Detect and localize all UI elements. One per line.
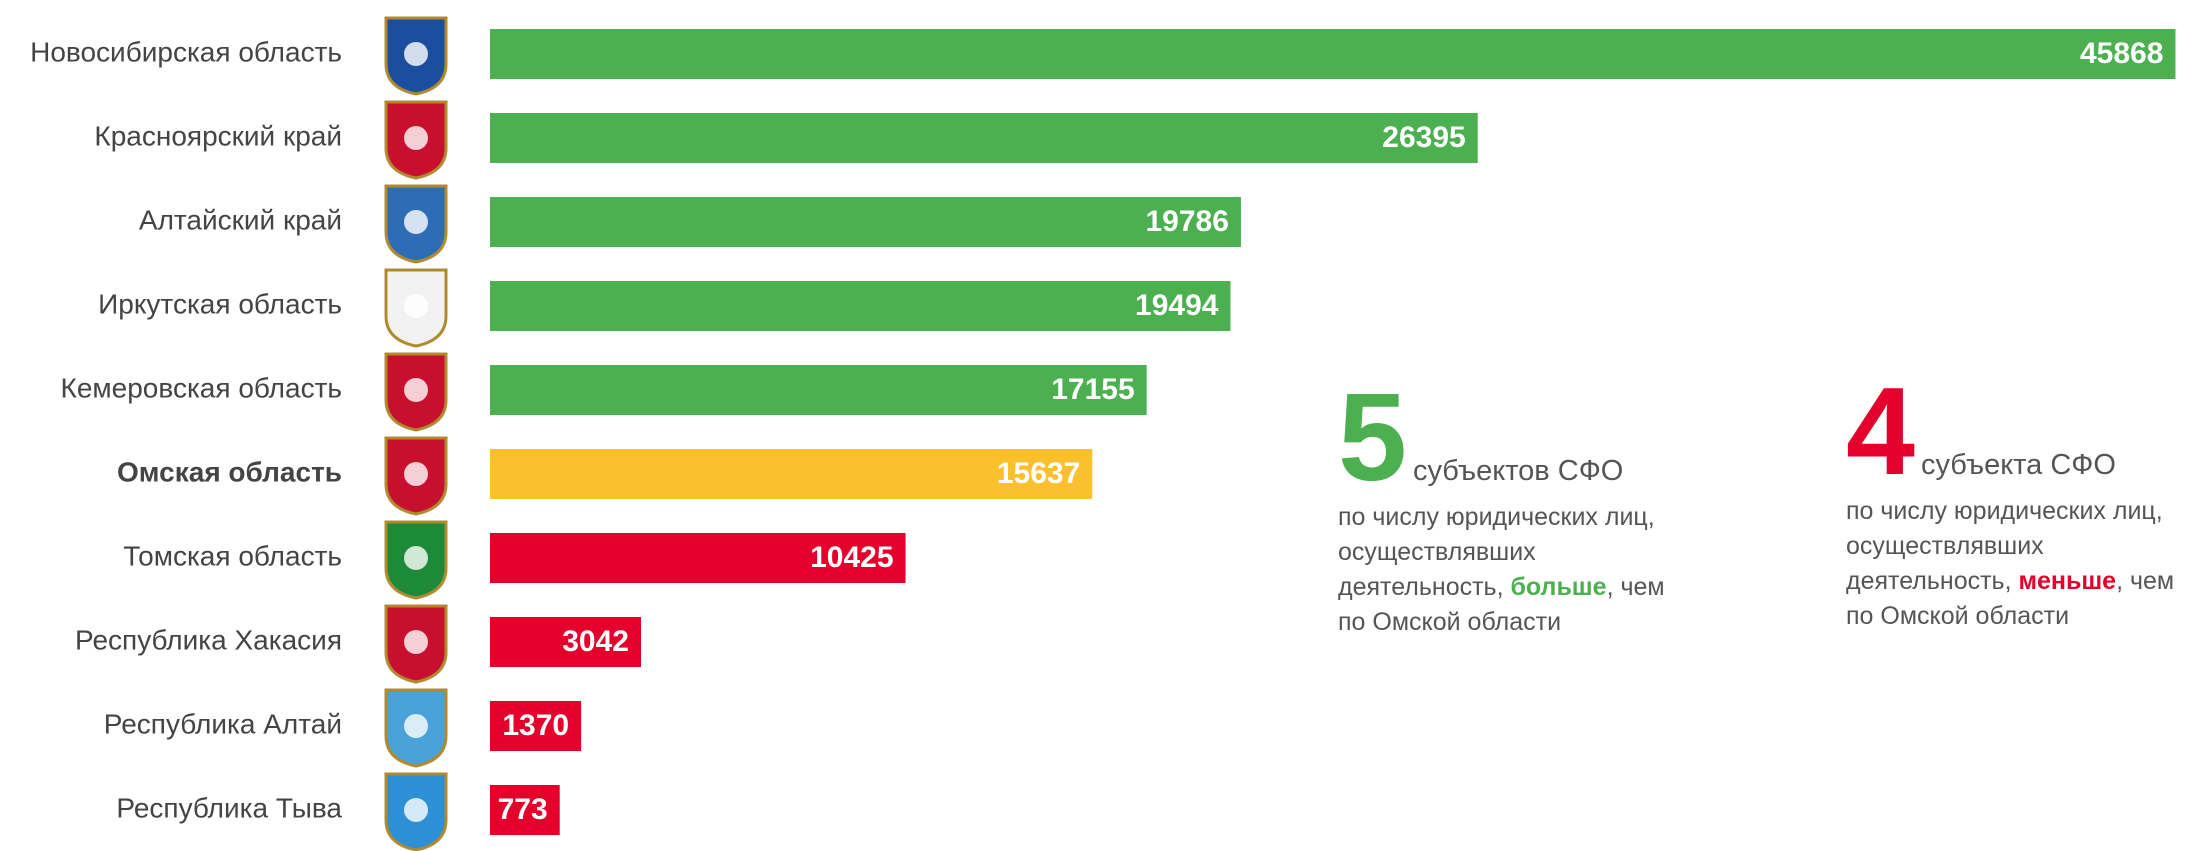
value-label: 45868 <box>2080 37 2163 70</box>
bar <box>490 29 2176 79</box>
annotation-unit: субъекта СФО <box>1920 449 2116 481</box>
bar <box>490 449 1093 499</box>
bar <box>490 533 906 583</box>
emblem-center <box>404 546 428 570</box>
annotation-unit: субъектов СФО <box>1412 455 1624 487</box>
category-label: Омская область <box>117 456 342 487</box>
bar <box>490 197 1241 247</box>
value-label: 17155 <box>1051 373 1134 406</box>
emphasis: меньше <box>2018 567 2117 595</box>
emblem <box>384 100 448 180</box>
bar <box>490 365 1147 415</box>
emblem <box>384 772 448 851</box>
value-label: 1370 <box>502 709 569 742</box>
value-label: 10425 <box>810 541 893 574</box>
value-label: 3042 <box>562 625 629 658</box>
value-label: 19494 <box>1135 289 1219 322</box>
emblem-center <box>404 714 428 738</box>
category-label: Алтайский край <box>139 204 342 235</box>
emblem-center <box>404 210 428 234</box>
emblem-center <box>404 378 428 402</box>
category-label: Красноярский край <box>94 120 342 151</box>
emblem <box>384 520 448 600</box>
emblem <box>384 352 448 432</box>
emblem-center <box>404 630 428 654</box>
annotation-text: по числу юридических лиц, осуществлявших… <box>1846 494 2190 634</box>
annotation-number: 5 <box>1338 369 1407 507</box>
emblem-center <box>404 294 428 318</box>
annotation: 4 субъекта СФО по числу юридических лиц,… <box>1846 363 2190 634</box>
category-label: Новосибирская область <box>30 36 342 67</box>
emblem <box>384 688 448 768</box>
bar <box>490 281 1231 331</box>
value-label: 15637 <box>997 457 1080 490</box>
value-label: 19786 <box>1145 205 1228 238</box>
text: , чем по Омской области <box>1846 567 2175 630</box>
emblem-center <box>404 462 428 486</box>
emblem <box>384 604 448 684</box>
category-label: Республика Хакасия <box>75 624 342 655</box>
bar <box>490 785 560 835</box>
category-label: Кемеровская область <box>61 372 342 403</box>
bar <box>490 113 1478 163</box>
bar <box>490 701 582 751</box>
text: , чем по Омской области <box>1338 573 1665 636</box>
category-label: Томская область <box>123 540 342 571</box>
category-label: Республика Алтай <box>104 708 342 739</box>
emblem-center <box>404 126 428 150</box>
text: по числу юридических лиц, осуществлявших… <box>1338 503 1655 601</box>
value-label: 773 <box>498 793 548 826</box>
category-label: Иркутская область <box>98 288 342 319</box>
annotation-text: по числу юридических лиц, осуществлявших… <box>1338 500 1698 640</box>
annotation-head: 4 субъекта СФО <box>1846 363 2190 501</box>
bar <box>490 617 641 667</box>
annotation-head: 5 субъектов СФО <box>1338 369 1698 507</box>
emblem <box>384 16 448 96</box>
category-label: Республика Тыва <box>116 792 342 823</box>
emblem-center <box>404 42 428 66</box>
emblem-center <box>404 798 428 822</box>
emblem <box>384 268 448 348</box>
emblem <box>384 436 448 516</box>
emblem <box>384 184 448 264</box>
value-label: 26395 <box>1382 121 1465 154</box>
annotation: 5 субъектов СФО по числу юридических лиц… <box>1338 369 1698 640</box>
text: по числу юридических лиц, осуществлявших… <box>1846 497 2163 595</box>
emphasis: больше <box>1510 573 1607 601</box>
annotation-number: 4 <box>1846 363 1915 501</box>
